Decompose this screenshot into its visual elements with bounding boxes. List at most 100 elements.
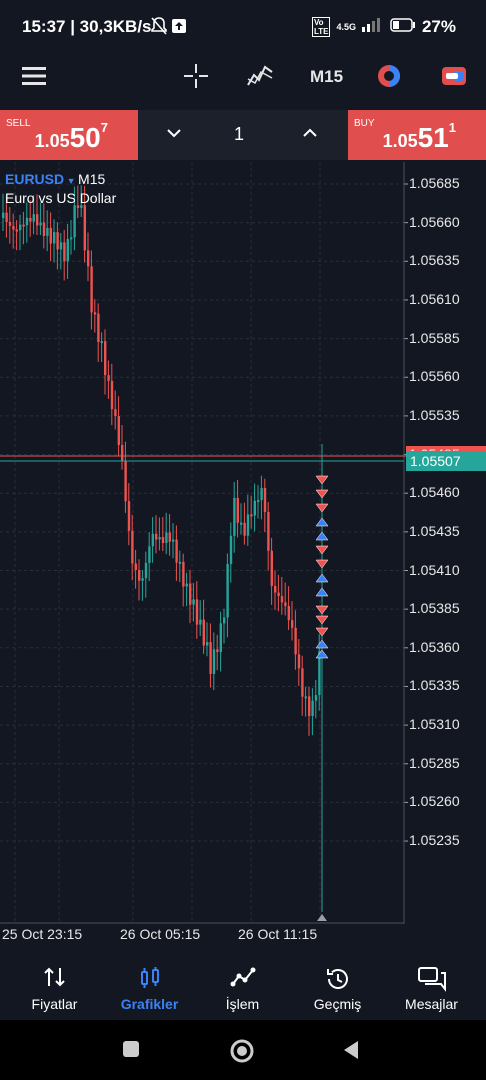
candle: [19, 224, 22, 231]
chevron-down-icon[interactable]: [166, 126, 182, 144]
candle: [148, 546, 151, 563]
candle: [100, 341, 103, 344]
candle: [144, 562, 148, 579]
y-tick-label: 1.05685: [409, 175, 460, 191]
y-tick-label: 1.05235: [409, 832, 460, 849]
buy-trade-arrow: [315, 587, 329, 597]
candle: [212, 649, 216, 674]
candle: [63, 242, 66, 262]
candle: [141, 578, 144, 581]
candle: [53, 232, 56, 244]
buy-trade-arrow: [315, 531, 329, 541]
candle: [178, 561, 182, 564]
back-icon[interactable]: [342, 1040, 360, 1065]
system-nav: [0, 1020, 486, 1080]
candle: [151, 533, 154, 547]
candle: [301, 668, 304, 697]
symbol-timeframe: M15: [78, 171, 106, 187]
candle: [287, 606, 290, 621]
candle: [124, 461, 127, 502]
y-tick-label: 1.05410: [409, 561, 460, 578]
candle: [233, 497, 236, 536]
battery-percent: 27%: [421, 16, 456, 36]
sell-trade-arrow: [315, 605, 329, 615]
candle: [267, 511, 270, 551]
nav-history[interactable]: Geçmiş: [289, 954, 386, 1020]
history-icon: [289, 966, 386, 995]
period-marker: [317, 914, 327, 921]
sell-price: 1.05507: [34, 120, 108, 153]
sell-trade-arrow: [315, 627, 329, 637]
candle: [56, 232, 59, 250]
candle: [131, 530, 134, 564]
candle: [263, 487, 267, 512]
nav-messages[interactable]: Mesajlar: [383, 954, 480, 1020]
trade-icon[interactable]: [440, 64, 468, 93]
candle: [185, 583, 188, 587]
candle: [83, 205, 86, 251]
candle: [314, 695, 318, 701]
nav-trade[interactable]: İşlem: [194, 954, 291, 1020]
candle: [202, 619, 205, 646]
buy-trade-arrow: [315, 573, 329, 583]
candle: [199, 619, 202, 625]
crosshair-icon[interactable]: [183, 63, 209, 94]
buy-trade-arrow: [315, 639, 329, 649]
candle: [223, 617, 226, 624]
y-tick-label: 1.05635: [409, 252, 460, 269]
lot-value[interactable]: 1: [234, 124, 245, 144]
y-tick-label: 1.05260: [409, 793, 460, 810]
candle: [250, 514, 253, 517]
candle: [134, 563, 137, 571]
candle: [219, 623, 222, 653]
indicators-icon[interactable]: [246, 63, 274, 94]
candle: [161, 537, 165, 543]
sell-trade-arrow: [315, 545, 329, 555]
candle: [49, 227, 52, 244]
chart-symbol[interactable]: EURUSD ▼ M15: [5, 171, 106, 187]
y-tick-label: 1.05660: [409, 213, 460, 230]
candle: [270, 550, 273, 586]
candle: [257, 500, 260, 503]
sell-button[interactable]: SELL 1.05507: [0, 110, 138, 160]
timeframe-button[interactable]: M15: [310, 67, 344, 86]
candle: [229, 535, 233, 564]
candle: [66, 239, 69, 262]
y-tick-label: 1.05360: [409, 638, 460, 655]
y-tick-label: 1.05535: [409, 406, 460, 423]
candle: [93, 312, 97, 315]
mute-icon: [150, 16, 168, 41]
symbol-description: Euro vs US Dollar: [5, 190, 117, 206]
chart-toolbar: [0, 56, 486, 108]
candle: [12, 225, 15, 230]
candle: [168, 532, 171, 542]
nav-charts[interactable]: Grafikler: [101, 954, 198, 1020]
candle: [29, 217, 32, 222]
buy-price: 1.05511: [382, 120, 456, 153]
buy-label: BUY: [354, 118, 375, 129]
candle: [240, 522, 243, 525]
candle: [8, 222, 12, 226]
buy-button[interactable]: BUY 1.05511: [348, 110, 486, 160]
messages-icon: [383, 966, 480, 995]
candle: [73, 205, 76, 238]
chart-color-icon[interactable]: [376, 63, 402, 94]
candle: [32, 214, 35, 222]
network-type: 4.5G: [336, 21, 356, 32]
candle: [15, 229, 18, 232]
bottom-nav: Fiyatlar Grafikler İşlem Geçmiş Mesajlar: [0, 954, 486, 1020]
current-price-tag: 1.05507: [406, 451, 486, 471]
recents-icon[interactable]: [122, 1040, 140, 1063]
charts-icon: [101, 966, 198, 993]
menu-icon[interactable]: [22, 66, 48, 91]
candle: [107, 375, 110, 381]
chevron-up-icon[interactable]: [302, 126, 318, 144]
x-tick-label: 26 Oct 05:15: [120, 926, 201, 942]
candle: [246, 514, 250, 536]
candle: [117, 416, 120, 445]
nav-quotes[interactable]: Fiyatlar: [6, 954, 103, 1020]
volte-icon: Vo LTE: [311, 16, 331, 37]
home-icon[interactable]: [229, 1038, 255, 1069]
candle: [2, 212, 5, 218]
candle: [87, 250, 90, 267]
